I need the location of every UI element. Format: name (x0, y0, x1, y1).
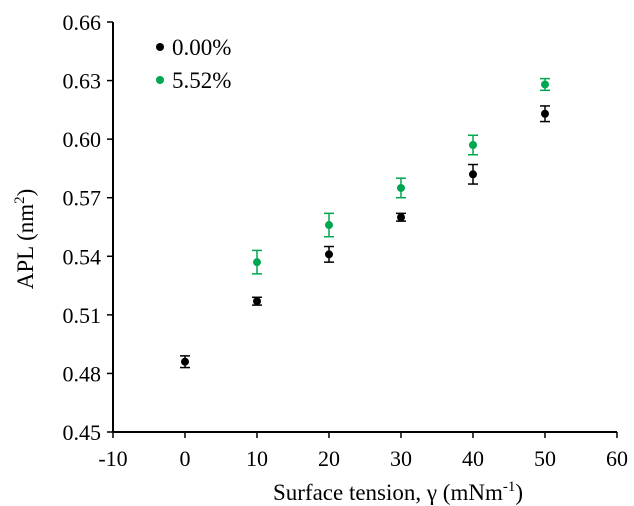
axes (112, 22, 617, 433)
series-layer (180, 77, 550, 369)
y-tick-label: 0.66 (63, 10, 102, 35)
x-tick-label: 10 (246, 446, 268, 471)
legend-label-series-0: 0.00% (172, 35, 231, 60)
x-tick-label: 40 (462, 446, 484, 471)
legend-marker-series-1 (156, 76, 164, 84)
y-tick-label: 0.45 (63, 420, 102, 445)
data-point (325, 221, 333, 230)
data-point (253, 297, 261, 306)
data-point (397, 183, 405, 192)
y-tick-label: 0.51 (63, 303, 102, 328)
series-0 (180, 105, 550, 369)
series-1 (252, 77, 550, 275)
x-tick-label: 0 (180, 446, 191, 471)
data-point (181, 357, 189, 366)
legend-marker-series-0 (156, 43, 164, 51)
data-point (469, 141, 477, 149)
x-tick-label: 20 (318, 446, 340, 471)
legend: 0.00% 5.52% (156, 35, 231, 93)
data-point (325, 250, 333, 259)
data-point (253, 258, 261, 267)
legend-label-series-1: 5.52% (172, 68, 231, 93)
data-point (469, 170, 477, 179)
x-tick-label: 30 (390, 446, 412, 471)
y-tick-label: 0.54 (63, 244, 102, 269)
y-tick-label: 0.63 (63, 69, 102, 94)
ticks: -10 0 10 20 30 40 50 60 0.45 0.48 0.51 0.54 0.57 0.60… (63, 10, 629, 471)
data-point (397, 213, 405, 222)
y-tick-label: 0.48 (63, 361, 102, 386)
y-tick-label: 0.60 (63, 127, 102, 152)
data-point (541, 80, 549, 89)
x-tick-label: 60 (606, 446, 628, 471)
y-tick-label: 0.57 (63, 186, 102, 211)
x-tick-label: 50 (534, 446, 556, 471)
x-axis-label: Surface tension, γ (mNm-1) (273, 479, 523, 505)
x-tick-label: -10 (98, 446, 127, 471)
data-point (541, 109, 549, 118)
y-axis-label: APL (nm2) (12, 189, 38, 290)
